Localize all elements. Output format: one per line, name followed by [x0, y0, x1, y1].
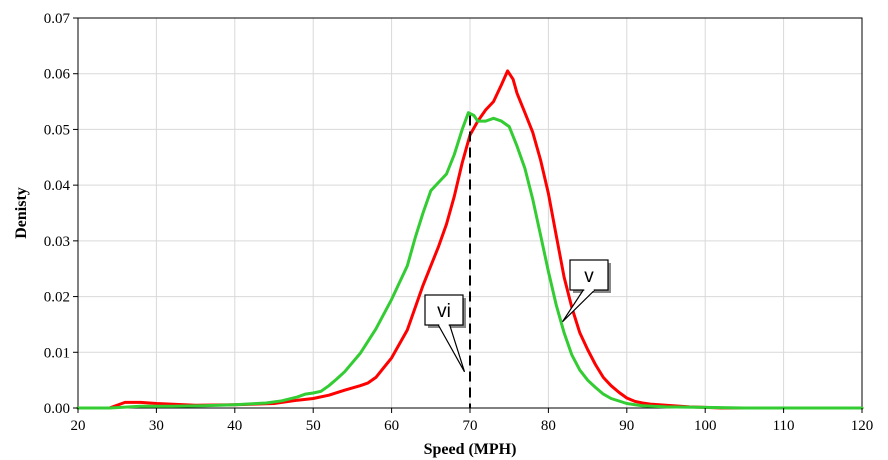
- callout-box: [569, 259, 609, 291]
- y-tick-label: 0.04: [44, 178, 71, 194]
- x-tick-label: 90: [619, 418, 634, 434]
- callouts: vi v: [424, 259, 611, 373]
- callout-label: v: [584, 266, 594, 287]
- y-tick-label: 0.01: [44, 345, 70, 361]
- x-tick-label: 80: [541, 418, 556, 434]
- series-line-1: [76, 69, 864, 410]
- x-tick-label: 110: [773, 418, 795, 434]
- series-line-2: [76, 111, 864, 410]
- x-tick-label: 120: [851, 418, 874, 434]
- callout-pointer: [437, 324, 466, 373]
- y-tick-label: 0.03: [44, 234, 70, 250]
- y-axis-label: Denisty: [13, 187, 30, 239]
- x-tick-label: 20: [71, 418, 86, 434]
- series-lines: [76, 69, 864, 410]
- callout-label: vi: [437, 301, 451, 322]
- y-tick-label: 0.05: [44, 122, 70, 138]
- callout-vi: vi: [424, 294, 466, 373]
- y-tick-label: 0.00: [44, 401, 70, 417]
- y-tick-label: 0.02: [44, 290, 70, 306]
- callout-v: v: [562, 259, 611, 323]
- x-tick-label: 70: [463, 418, 478, 434]
- x-axis-ticks: 20 30 40 50 60 70 80 90 100 110 120: [71, 408, 874, 434]
- x-tick-label: 100: [694, 418, 717, 434]
- y-tick-label: 0.06: [44, 67, 71, 83]
- x-tick-label: 40: [227, 418, 242, 434]
- y-tick-label: 0.07: [44, 11, 71, 27]
- y-axis-ticks: 0.00 0.01 0.02 0.03 0.04 0.05 0.06 0.07: [44, 11, 78, 417]
- x-tick-label: 50: [306, 418, 321, 434]
- x-tick-label: 30: [149, 418, 164, 434]
- x-axis-label: Speed (MPH): [424, 441, 517, 458]
- x-tick-label: 60: [384, 418, 399, 434]
